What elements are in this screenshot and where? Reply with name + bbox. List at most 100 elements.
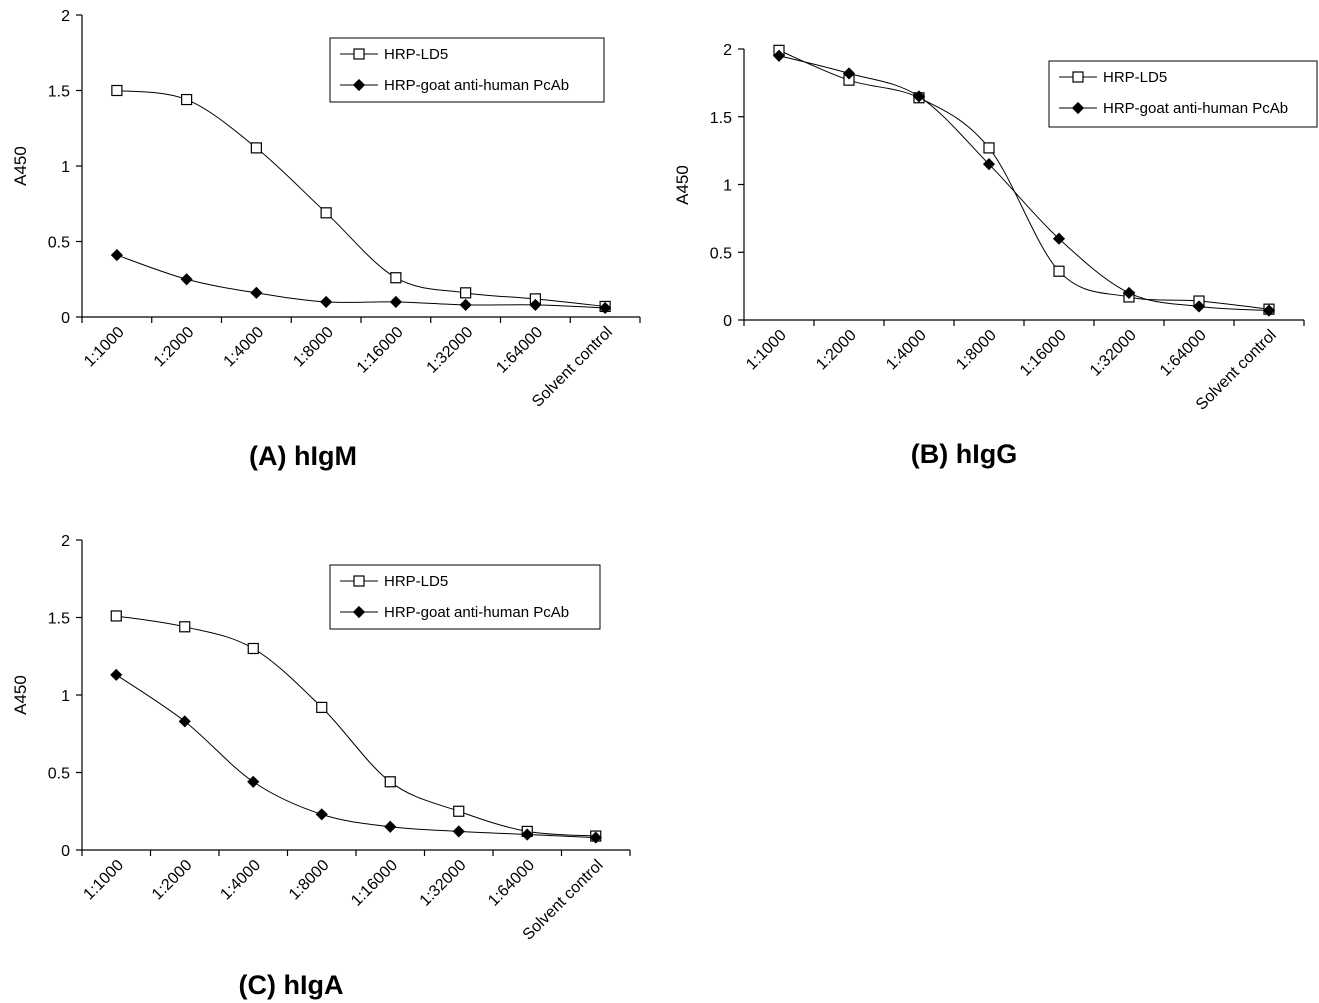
data-point [599,301,612,315]
x-tick-label: 1:8000 [290,324,337,371]
legend-marker-diamond [352,78,366,92]
y-tick-label: 1.5 [710,110,732,127]
x-tick-label: 1:4000 [221,324,268,371]
data-point [1262,304,1276,317]
series-hrp-goat-anti-human-pcab [110,668,602,844]
data-point [389,295,402,308]
y-tick-label: 1 [723,178,732,195]
x-tick-label: 1:16000 [348,857,401,910]
data-point [320,207,332,219]
y-tick-label: 1.5 [48,84,70,101]
data-point [315,808,328,821]
data-point [250,286,263,299]
x-tick-label: 1:16000 [1017,327,1070,380]
x-tick-label: 1:32000 [1087,327,1140,380]
data-point [110,668,123,681]
x-tick-label: 1:32000 [424,324,477,377]
data-point [316,701,328,714]
legend: HRP-LD5 HRP-goat anti-human PcAb [1048,60,1318,128]
x-tick-label: 1:2000 [149,857,196,904]
x-tick-label: 1:1000 [80,857,127,904]
panel-title: (A) hIgM [249,441,357,471]
y-axis-title: A450 [11,675,30,715]
data-point [110,610,122,622]
legend-label: HRP-goat anti-human PcAb [1103,100,1288,117]
data-point [521,828,534,841]
legend-box [329,37,605,103]
y-tick-label: 0.5 [48,235,70,252]
data-point [384,776,396,788]
y-tick-label: 0 [61,310,70,327]
x-tick-label: 1:64000 [493,324,546,377]
legend-label: HRP-goat anti-human PcAb [384,604,569,621]
x-tick-label: 1:64000 [1157,327,1210,380]
series-line [116,254,606,309]
data-point [772,49,786,62]
y-tick-label: 1.5 [48,611,70,628]
data-point [1052,232,1066,245]
data-point [1122,286,1136,299]
legend-label: HRP-LD5 [384,46,448,63]
legend: HRP-LD5 HRP-goat anti-human PcAb [329,564,601,630]
data-point [982,158,996,171]
x-tick-label: 1:8000 [286,857,333,904]
series-hrp-goat-anti-human-pcab [772,49,1276,317]
data-point [178,715,191,728]
data-point [181,93,193,106]
legend-box [1048,60,1318,128]
data-point [912,90,926,103]
y-tick-label: 0 [61,843,70,860]
x-tick-label: 1:8000 [953,327,1000,374]
legend-marker-diamond [352,605,366,619]
x-tick-label: 1:4000 [217,857,264,904]
data-point [589,831,602,844]
x-tick-label: 1:16000 [354,324,407,377]
chart-panel-2: 0 0.5 1 1.5 2 1:1000 1:2000 1:4000 1:8000 1:16000… [673,42,1318,469]
data-point [247,642,259,655]
legend-label: HRP-goat anti-human PcAb [384,77,569,94]
data-point [529,298,542,311]
series-line [116,615,596,837]
data-point [459,298,472,311]
data-point [452,825,465,838]
data-point [111,84,123,97]
series-line [115,674,596,839]
data-point [179,621,191,633]
y-tick-label: 2 [723,42,732,59]
data-point [384,820,397,833]
legend: HRP-LD5 HRP-goat anti-human PcAb [329,37,605,103]
data-point [180,273,193,286]
legend-box [329,564,601,630]
y-tick-label: 0.5 [48,766,70,783]
legend-marker-diamond [1071,101,1085,115]
data-point [460,287,472,299]
y-axis-title: A450 [11,146,30,186]
legend-label: HRP-LD5 [384,573,448,590]
data-point [320,295,333,308]
y-tick-label: 2 [61,8,70,25]
x-tick-label: 1:4000 [883,327,930,374]
y-tick-label: 2 [61,533,70,550]
data-point [250,142,262,154]
data-point [110,249,123,262]
x-tick-label: 1:32000 [417,857,470,910]
chart-panel-3: 0 0.5 1 1.5 2 1:1000 1:2000 1:4000 1:8000 1:16000… [11,533,631,1000]
data-point [983,142,995,154]
x-tick-label: 1:1000 [743,327,790,374]
series-line [116,90,606,307]
x-tick-label: 1:64000 [485,857,538,910]
series-hrp-goat-anti-human-pcab [110,249,612,315]
data-point [1053,265,1065,277]
x-tick-label: 1:2000 [151,324,198,371]
data-point [247,775,260,788]
data-point [1192,300,1206,313]
legend-marker-square [1072,71,1084,83]
data-point [390,272,402,284]
legend-label: HRP-LD5 [1103,69,1167,86]
legend-marker-square [353,575,365,587]
y-tick-label: 1 [61,688,70,705]
data-point [842,67,856,80]
x-tick-label: 1:1000 [81,324,128,371]
y-tick-label: 0 [723,313,732,330]
